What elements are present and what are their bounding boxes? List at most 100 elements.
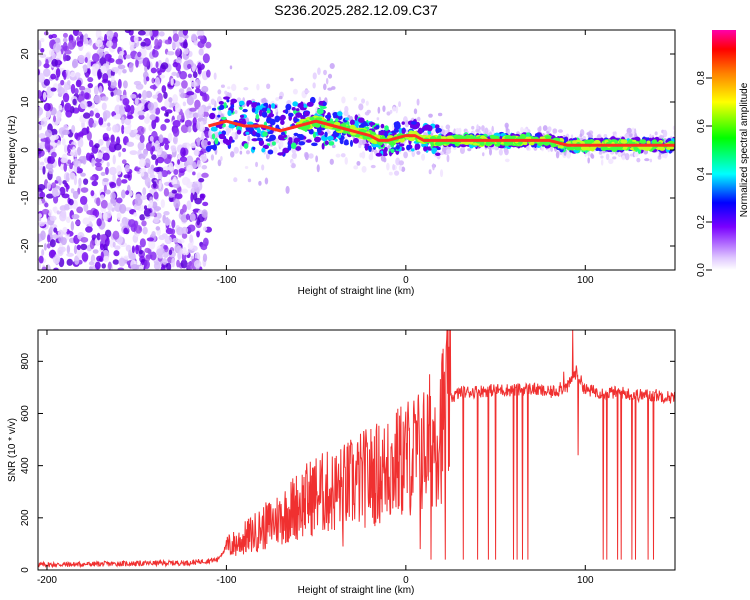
heatmap-blob	[125, 104, 131, 113]
heatmap-blob	[187, 73, 193, 79]
heatmap-blob	[245, 131, 250, 135]
heatmap-blob	[291, 163, 295, 168]
heatmap-blob	[112, 230, 120, 240]
heatmap-blob	[72, 190, 79, 200]
heatmap-blob	[234, 110, 238, 115]
heatmap-blob	[566, 150, 572, 159]
heatmap-blob	[61, 193, 70, 199]
heatmap-blob	[489, 148, 492, 156]
heatmap-blob	[74, 72, 81, 78]
heatmap-blob	[246, 100, 253, 105]
heatmap-blob	[109, 166, 117, 176]
heatmap-blob	[480, 140, 485, 146]
heatmap-blob	[394, 128, 399, 133]
heatmap-blob	[157, 171, 163, 181]
heatmap-blob	[85, 226, 93, 233]
heatmap-blob	[100, 194, 105, 200]
heatmap-blob	[439, 151, 444, 156]
heatmap-blob	[208, 129, 212, 138]
heatmap-blob	[404, 120, 410, 128]
heatmap-blob	[261, 147, 266, 153]
heatmap-blob	[138, 249, 143, 255]
heatmap-blob	[389, 109, 393, 114]
heatmap-blob	[72, 60, 78, 69]
heatmap-blob	[146, 237, 155, 242]
spec-xtick-label: 100	[577, 275, 594, 286]
heatmap-blob	[256, 137, 264, 141]
heatmap-blob	[95, 112, 101, 119]
heatmap-blob	[49, 215, 57, 221]
heatmap-blob	[52, 134, 59, 140]
heatmap-blob	[112, 154, 116, 165]
heatmap-blob	[68, 172, 76, 181]
heatmap-blob	[101, 96, 109, 101]
heatmap-blob	[445, 135, 454, 140]
heatmap-blob	[283, 134, 287, 138]
heatmap-blob	[230, 104, 235, 109]
heatmap-blob	[648, 137, 653, 142]
heatmap-blobs	[38, 30, 675, 270]
heatmap-blob	[252, 146, 256, 150]
heatmap-blob	[117, 267, 125, 270]
heatmap-blob	[410, 148, 415, 152]
heatmap-blob	[481, 125, 485, 132]
heatmap-blob	[46, 193, 55, 199]
heatmap-blob	[38, 106, 44, 116]
heatmap-blob	[196, 120, 201, 131]
heatmap-blob	[82, 155, 87, 165]
heatmap-blob	[239, 106, 243, 110]
heatmap-blob	[288, 112, 294, 118]
heatmap-blob	[320, 123, 326, 128]
spectrogram-xlabel: Height of straight line (km)	[298, 286, 415, 297]
heatmap-blob	[387, 145, 391, 150]
heatmap-blob	[542, 125, 548, 132]
heatmap-blob	[364, 146, 369, 151]
heatmap-blob	[504, 158, 510, 163]
heatmap-blob	[110, 192, 116, 201]
heatmap-blob	[110, 75, 115, 83]
heatmap-blob	[334, 138, 338, 142]
heatmap-blob	[393, 121, 401, 127]
heatmap-blob	[190, 142, 197, 149]
heatmap-blob	[180, 92, 186, 99]
heatmap-blob	[399, 143, 405, 147]
heatmap-blob	[137, 93, 142, 99]
heatmap-blob	[187, 224, 196, 232]
heatmap-blob	[83, 178, 89, 185]
heatmap-blob	[160, 265, 166, 270]
heatmap-blob	[636, 157, 641, 163]
heatmap-blob	[130, 263, 139, 270]
heatmap-blob	[121, 189, 126, 199]
heatmap-blob	[352, 137, 359, 144]
heatmap-blob	[95, 165, 103, 171]
heatmap-blob	[285, 103, 292, 111]
heatmap-blob	[88, 139, 94, 148]
heatmap-blob	[309, 116, 315, 121]
heatmap-blob	[93, 94, 102, 104]
heatmap-blob	[86, 59, 91, 70]
heatmap-blob	[181, 112, 185, 121]
heatmap-blob	[109, 32, 113, 39]
heatmap-blob	[191, 183, 199, 189]
heatmap-blob	[364, 143, 370, 147]
heatmap-blob	[428, 113, 433, 118]
heatmap-blob	[43, 243, 47, 251]
heatmap-blob	[40, 161, 45, 166]
heatmap-blob	[629, 133, 633, 138]
heatmap-blob	[80, 187, 89, 193]
heatmap-blob	[117, 64, 126, 70]
heatmap-blob	[135, 83, 144, 90]
heatmap-blob	[251, 107, 256, 113]
heatmap-blob	[84, 56, 88, 63]
heatmap-blob	[304, 89, 310, 94]
heatmap-blob	[83, 92, 90, 100]
heatmap-blob	[324, 131, 328, 138]
heatmap-blob	[139, 238, 146, 248]
heatmap-blob	[57, 246, 64, 257]
heatmap-blob	[440, 125, 444, 130]
heatmap-blob	[173, 135, 178, 145]
heatmap-blob	[256, 83, 260, 91]
heatmap-blob	[164, 137, 168, 144]
heatmap-blob	[80, 243, 88, 251]
